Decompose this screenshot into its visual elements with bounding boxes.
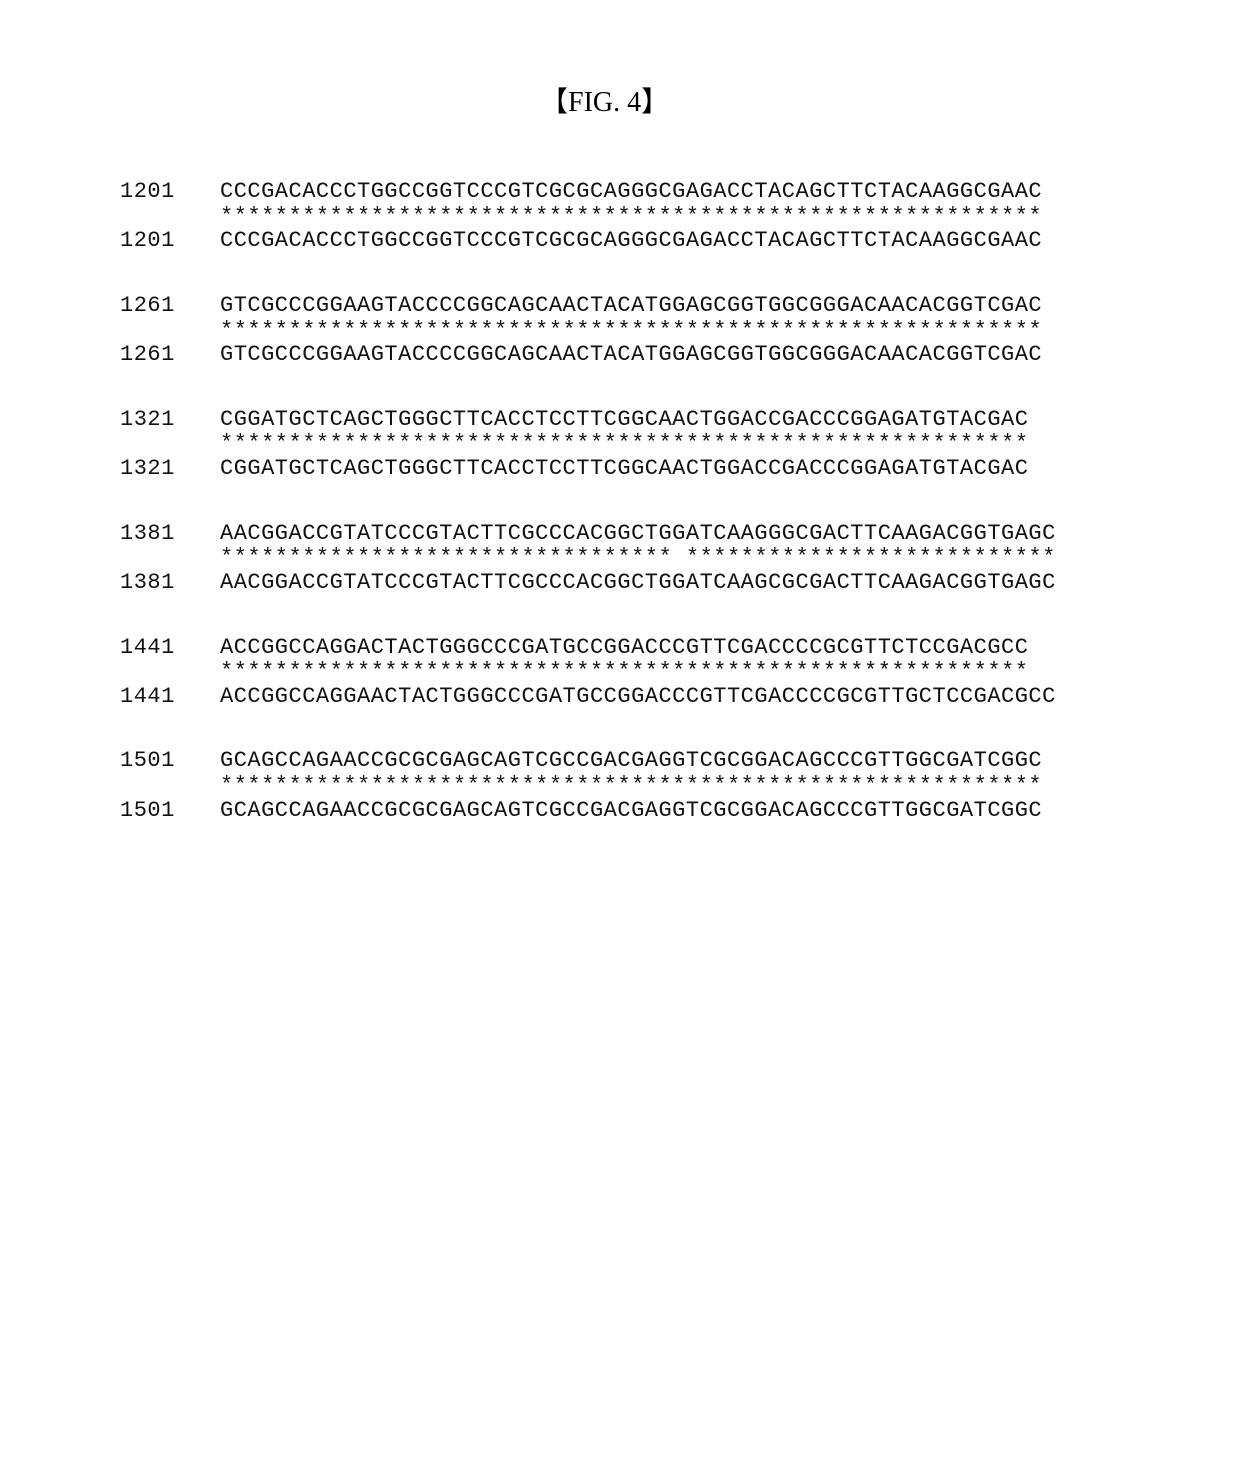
sequence-text: GCAGCCAGAACCGCGCGAGCAGTCGCCGACGAGGTCGCGG… [210, 799, 1042, 824]
match-row: ****************************************… [120, 774, 1056, 799]
alignment-block: 1501GCAGCCAGAACCGCGCGAGCAGTCGCCGACGAGGTC… [120, 749, 1056, 823]
alignment-block: 1381AACGGACCGTATCCCGTACTTCGCCCACGGCTGGAT… [120, 522, 1056, 596]
position-label [120, 432, 210, 457]
alignment-block: 1441ACCGGCCAGGACTACTGGGCCCGATGCCGGACCCGT… [120, 636, 1056, 710]
seq-row-2: 1381AACGGACCGTATCCCGTACTTCGCCCACGGCTGGAT… [120, 571, 1056, 596]
position-label: 1381 [120, 571, 210, 596]
sequence-text: AACGGACCGTATCCCGTACTTCGCCCACGGCTGGATCAAG… [210, 522, 1056, 547]
sequence-text: ********************************* ******… [210, 546, 1056, 571]
alignment-block: 1321CGGATGCTCAGCTGGGCTTCACCTCCTTCGGCAACT… [120, 408, 1056, 482]
position-label: 1261 [120, 343, 210, 368]
position-label [120, 660, 210, 685]
position-label: 1441 [120, 685, 210, 710]
position-label: 1501 [120, 749, 210, 774]
sequence-text: ACCGGCCAGGAACTACTGGGCCCGATGCCGGACCCGTTCG… [210, 685, 1056, 710]
position-label [120, 205, 210, 230]
sequence-text: GTCGCCCGGAAGTACCCCGGCAGCAACTACATGGAGCGGT… [210, 343, 1042, 368]
position-label: 1441 [120, 636, 210, 661]
seq-row-1: 1441ACCGGCCAGGACTACTGGGCCCGATGCCGGACCCGT… [120, 636, 1056, 661]
match-row: ********************************* ******… [120, 546, 1056, 571]
sequence-text: CGGATGCTCAGCTGGGCTTCACCTCCTTCGGCAACTGGAC… [210, 408, 1028, 433]
figure-label: 【FIG. 4】 [540, 80, 669, 120]
sequence-text: AACGGACCGTATCCCGTACTTCGCCCACGGCTGGATCAAG… [210, 571, 1056, 596]
sequence-text: ****************************************… [210, 432, 1028, 457]
alignment-block: 1201CCCGACACCCTGGCCGGTCCCGTCGCGCAGGGCGAG… [120, 180, 1056, 254]
alignment-block: 1261GTCGCCCGGAAGTACCCCGGCAGCAACTACATGGAG… [120, 294, 1056, 368]
sequence-text: GCAGCCAGAACCGCGCGAGCAGTCGCCGACGAGGTCGCGG… [210, 749, 1042, 774]
sequence-text: ****************************************… [210, 319, 1042, 344]
sequence-text: CCCGACACCCTGGCCGGTCCCGTCGCGCAGGGCGAGACCT… [210, 229, 1042, 254]
seq-row-2: 1501GCAGCCAGAACCGCGCGAGCAGTCGCCGACGAGGTC… [120, 799, 1056, 824]
seq-row-2: 1441ACCGGCCAGGAACTACTGGGCCCGATGCCGGACCCG… [120, 685, 1056, 710]
seq-row-2: 1261GTCGCCCGGAAGTACCCCGGCAGCAACTACATGGAG… [120, 343, 1056, 368]
position-label: 1501 [120, 799, 210, 824]
seq-row-2: 1201CCCGACACCCTGGCCGGTCCCGTCGCGCAGGGCGAG… [120, 229, 1056, 254]
seq-row-1: 1501GCAGCCAGAACCGCGCGAGCAGTCGCCGACGAGGTC… [120, 749, 1056, 774]
position-label [120, 319, 210, 344]
position-label [120, 546, 210, 571]
seq-row-1: 1321CGGATGCTCAGCTGGGCTTCACCTCCTTCGGCAACT… [120, 408, 1056, 433]
page-container: 【FIG. 4】 1201CCCGACACCCTGGCCGGTCCCGTCGCG… [0, 0, 1240, 1480]
sequence-text: ****************************************… [210, 774, 1042, 799]
sequence-text: ACCGGCCAGGACTACTGGGCCCGATGCCGGACCCGTTCGA… [210, 636, 1028, 661]
position-label: 1321 [120, 408, 210, 433]
sequence-text: GTCGCCCGGAAGTACCCCGGCAGCAACTACATGGAGCGGT… [210, 294, 1042, 319]
position-label: 1321 [120, 457, 210, 482]
position-label: 1201 [120, 229, 210, 254]
position-label: 1261 [120, 294, 210, 319]
sequence-text: ****************************************… [210, 205, 1042, 230]
match-row: ****************************************… [120, 319, 1056, 344]
position-label: 1201 [120, 180, 210, 205]
match-row: ****************************************… [120, 432, 1056, 457]
seq-row-2: 1321CGGATGCTCAGCTGGGCTTCACCTCCTTCGGCAACT… [120, 457, 1056, 482]
match-row: ****************************************… [120, 660, 1056, 685]
sequence-alignment: 1201CCCGACACCCTGGCCGGTCCCGTCGCGCAGGGCGAG… [120, 180, 1056, 863]
match-row: ****************************************… [120, 205, 1056, 230]
sequence-text: CCCGACACCCTGGCCGGTCCCGTCGCGCAGGGCGAGACCT… [210, 180, 1042, 205]
position-label [120, 774, 210, 799]
position-label: 1381 [120, 522, 210, 547]
seq-row-1: 1201CCCGACACCCTGGCCGGTCCCGTCGCGCAGGGCGAG… [120, 180, 1056, 205]
seq-row-1: 1261GTCGCCCGGAAGTACCCCGGCAGCAACTACATGGAG… [120, 294, 1056, 319]
seq-row-1: 1381AACGGACCGTATCCCGTACTTCGCCCACGGCTGGAT… [120, 522, 1056, 547]
sequence-text: CGGATGCTCAGCTGGGCTTCACCTCCTTCGGCAACTGGAC… [210, 457, 1028, 482]
sequence-text: ****************************************… [210, 660, 1028, 685]
